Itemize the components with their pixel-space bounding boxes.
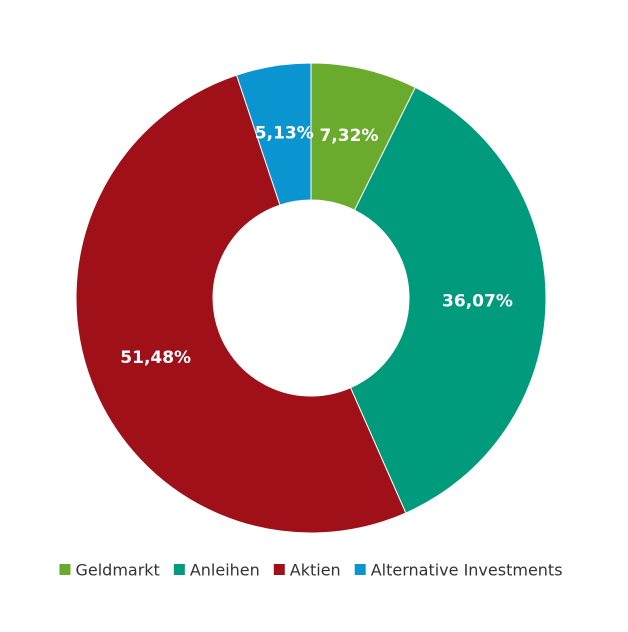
value-labels: 7,32% 36,07% 51,48% 5,13% [120, 124, 513, 368]
legend-swatch [59, 564, 71, 575]
legend-swatch [354, 564, 366, 575]
slices [75, 62, 547, 534]
slice [235, 62, 312, 206]
legend-swatch [273, 564, 285, 575]
value-label: 7,32% [319, 126, 378, 146]
value-label: 36,07% [442, 292, 513, 312]
legend-label: Aktien [290, 561, 341, 580]
legend-label: Anleihen [190, 561, 260, 580]
legend-label: Alternative Investments [371, 561, 563, 580]
value-label: 5,13% [255, 124, 314, 144]
legend-swatch [173, 564, 185, 575]
slice [75, 74, 407, 534]
legend: Geldmarkt Anleihen Aktien Alternative Inves… [59, 561, 563, 580]
slice [349, 86, 547, 514]
value-label: 51,48% [120, 348, 191, 368]
legend-label: Geldmarkt [75, 561, 159, 580]
